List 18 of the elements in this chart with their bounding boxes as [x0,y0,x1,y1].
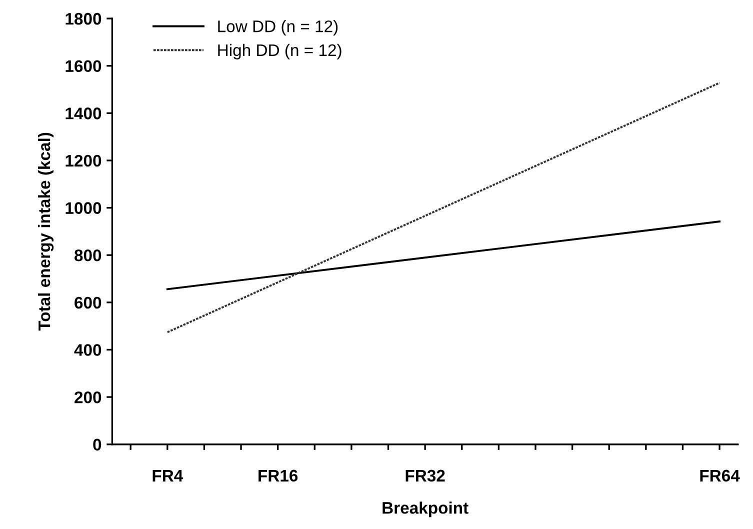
y-tick-label: 1800 [66,12,102,25]
y-tick-label: 1000 [66,202,102,214]
y-tick-label: 0 [93,438,102,451]
y-tick-label: 1400 [66,108,102,120]
y-tick-label: 800 [74,249,102,262]
y-tick-label: 200 [74,391,102,404]
legend-label: High DD (n = 12) [218,44,342,60]
x-tick-label: FR64 [700,470,740,482]
legend-label: Low DD (n = 12) [218,20,338,36]
y-tick-label: 1600 [66,60,102,72]
y-axis-title: Total energy intake (kcal) [38,132,54,331]
y-tick-label: 600 [74,296,102,309]
x-tick-label: FR32 [406,470,445,482]
x-axis-title: Breakpoint [382,502,468,518]
x-tick-label: FR16 [258,470,298,482]
x-tick-label: FR4 [152,470,184,482]
y-tick-label: 400 [74,344,102,356]
y-tick-label: 1200 [66,154,102,167]
